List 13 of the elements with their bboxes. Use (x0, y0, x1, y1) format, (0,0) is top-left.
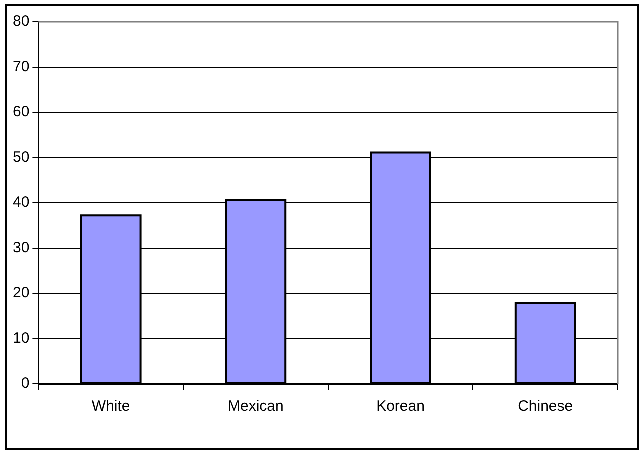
y-tick-label: 30 (12, 239, 30, 256)
y-tick-label: 50 (12, 148, 30, 166)
y-tick-label: 80 (12, 13, 30, 30)
y-tick-label: 70 (12, 58, 30, 76)
y-tick-label: 0 (21, 375, 30, 392)
x-tick-label: Chinese (518, 398, 574, 416)
y-tick-label: 40 (12, 194, 30, 212)
x-tick-label: Mexican (228, 398, 284, 416)
y-tick-label: 20 (12, 284, 30, 302)
x-tick-label: White (92, 398, 130, 416)
x-tick-label: Korean (376, 398, 425, 416)
y-tick-label: 60 (12, 104, 30, 121)
y-tick-label: 10 (12, 330, 30, 347)
